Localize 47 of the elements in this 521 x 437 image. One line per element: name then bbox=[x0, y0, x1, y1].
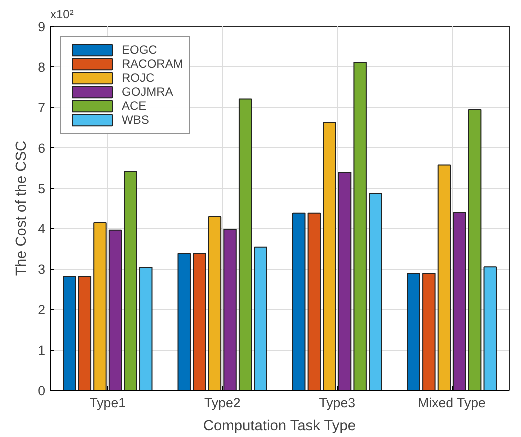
x-tick-label: Type2 bbox=[204, 396, 241, 410]
legend-label: WBS bbox=[122, 113, 150, 127]
legend-label: ROJC bbox=[122, 71, 155, 85]
bar bbox=[438, 164, 452, 390]
legend-label: EOGC bbox=[122, 43, 158, 57]
y-tick-label: 5 bbox=[38, 181, 46, 196]
y-tick-label: 6 bbox=[38, 140, 46, 156]
bar bbox=[178, 253, 191, 390]
bar bbox=[124, 171, 138, 390]
x-axis-title: Computation Task Type bbox=[203, 418, 356, 434]
bar bbox=[224, 229, 237, 390]
bar bbox=[453, 212, 466, 390]
bar bbox=[254, 246, 268, 390]
y-tick-label: 3 bbox=[38, 262, 46, 278]
y-axis-title: The Cost of the CSC bbox=[14, 140, 30, 276]
bar bbox=[369, 193, 382, 390]
x-tick-label: Type1 bbox=[90, 396, 126, 410]
bar bbox=[354, 62, 367, 390]
bar bbox=[468, 109, 482, 390]
y-tick-label: 8 bbox=[38, 60, 46, 75]
y-tick-label: 4 bbox=[38, 222, 46, 237]
bar bbox=[78, 276, 92, 390]
bar bbox=[407, 273, 420, 390]
bar bbox=[238, 98, 252, 390]
bar bbox=[94, 222, 107, 390]
legend-label: GOJMRA bbox=[122, 85, 174, 99]
bar bbox=[484, 266, 497, 390]
x-tick-label: Type3 bbox=[319, 396, 356, 410]
bar bbox=[338, 172, 352, 390]
x-tick-label: Mixed Type bbox=[418, 396, 486, 410]
bar bbox=[308, 212, 322, 390]
legend-label: RACORAM bbox=[122, 57, 184, 71]
bar bbox=[140, 267, 153, 390]
bar bbox=[193, 253, 206, 390]
bar bbox=[108, 230, 122, 390]
y-tick-label: 7 bbox=[38, 100, 46, 116]
y-tick-label: 1 bbox=[38, 343, 46, 358]
bar bbox=[422, 273, 436, 390]
text: x10² bbox=[50, 8, 74, 22]
bar bbox=[208, 216, 222, 390]
y-tick-label: 9 bbox=[38, 20, 46, 34]
y-tick-label: 0 bbox=[38, 384, 46, 398]
y-tick-label: 2 bbox=[38, 302, 46, 318]
legend-label: ACE bbox=[122, 99, 147, 113]
bar bbox=[323, 122, 336, 390]
bar bbox=[63, 276, 76, 390]
bar bbox=[292, 212, 306, 390]
